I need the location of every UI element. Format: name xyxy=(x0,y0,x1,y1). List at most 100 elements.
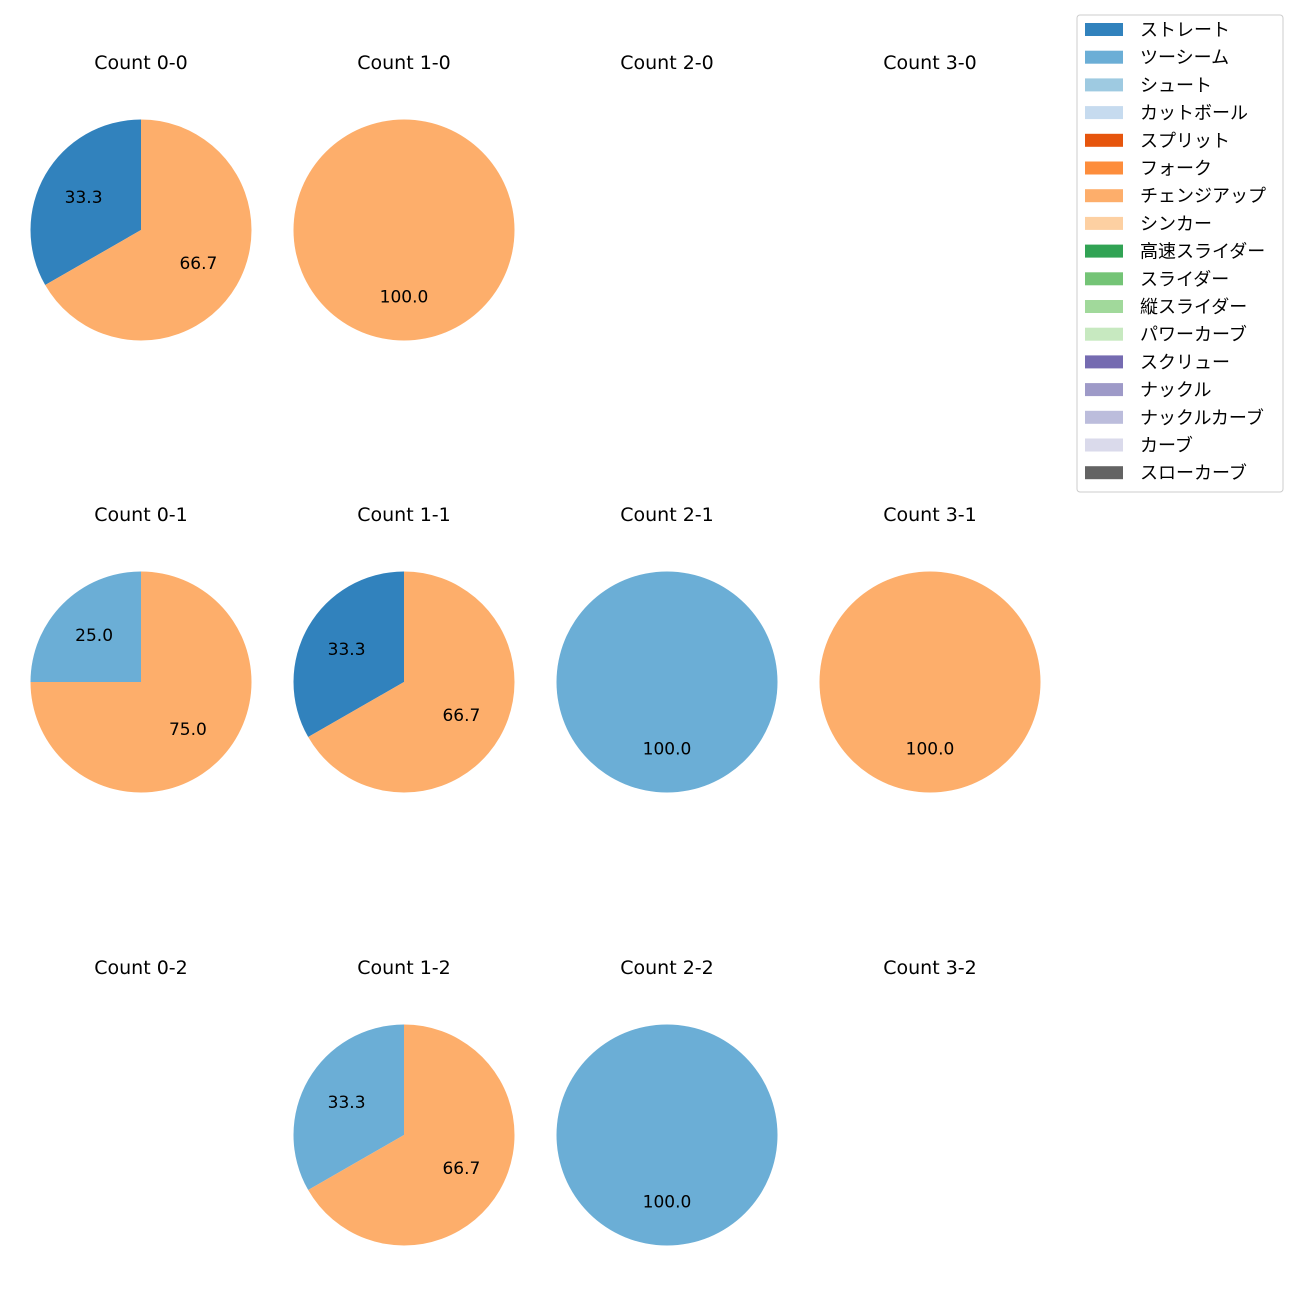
panel-title: Count 2-2 xyxy=(620,957,714,979)
panel-title: Count 0-1 xyxy=(94,504,188,526)
pie-slice xyxy=(30,571,252,793)
legend-label: スプリット xyxy=(1140,131,1230,152)
panel-title: Count 2-0 xyxy=(620,52,714,74)
legend-label: 縦スライダー xyxy=(1140,297,1247,318)
legend-swatch xyxy=(1085,466,1123,480)
legend-swatch xyxy=(1085,23,1123,36)
legend-label: 高速スライダー xyxy=(1140,242,1265,263)
legend-label: ナックルカーブ xyxy=(1140,407,1264,429)
pie-panel: Count 1-1 33.3 66.7 xyxy=(293,504,515,793)
legend-item: パワーカーブ xyxy=(1085,324,1247,346)
pie-slice xyxy=(30,119,141,286)
legend-item: フォーク xyxy=(1085,159,1212,180)
slice-label: 66.7 xyxy=(442,706,480,726)
legend-swatch xyxy=(1085,410,1123,424)
legend-item: ツーシーム xyxy=(1085,48,1229,69)
legend-label: カーブ xyxy=(1140,435,1193,457)
legend-swatch xyxy=(1085,383,1123,397)
legend-label: シンカー xyxy=(1140,214,1212,235)
legend-label: スクリュー xyxy=(1140,352,1230,373)
pie-slice xyxy=(293,119,515,341)
legend-swatch xyxy=(1085,300,1123,313)
panel-title: Count 3-1 xyxy=(883,504,977,526)
panel-title: Count 3-2 xyxy=(883,957,977,979)
legend-frame xyxy=(1076,14,1284,493)
panel-title: Count 1-0 xyxy=(357,52,451,74)
legend-label: カットボール xyxy=(1140,103,1248,124)
panel-title: Count 1-2 xyxy=(357,957,451,979)
legend-swatch xyxy=(1085,327,1123,341)
panel-title: Count 2-1 xyxy=(620,504,714,526)
pie-panel: Count 2-2 100.0 xyxy=(556,957,778,1246)
legend-item: ナックル xyxy=(1085,380,1211,401)
legend-item: スクリュー xyxy=(1085,352,1230,373)
legend-swatch xyxy=(1085,78,1123,92)
pie-panel: Count 3-1 100.0 xyxy=(819,504,1041,793)
legend-item: シュート xyxy=(1085,75,1212,96)
legend-item: 縦スライダー xyxy=(1085,297,1247,318)
pie-slice xyxy=(556,1024,778,1246)
legend-label: ツーシーム xyxy=(1140,48,1229,69)
pie-slice xyxy=(293,1024,404,1191)
pie-slice xyxy=(45,119,252,341)
pie-slice xyxy=(30,571,141,682)
legend-swatch xyxy=(1085,106,1123,120)
pie-slice xyxy=(819,571,1041,793)
legend-item: スローカーブ xyxy=(1085,462,1247,484)
legend-label: ナックル xyxy=(1140,380,1211,401)
pie-panel: Count 3-0 xyxy=(883,52,977,74)
slice-label: 33.3 xyxy=(328,640,366,660)
legend-item: ナックルカーブ xyxy=(1085,407,1264,429)
legend-swatch xyxy=(1085,50,1123,64)
legend-item: スライダー xyxy=(1085,269,1229,290)
legend-label: シュート xyxy=(1140,75,1212,96)
legend-item: シンカー xyxy=(1085,214,1212,235)
legend-label: チェンジアップ xyxy=(1140,186,1266,207)
pie-panel: Count 2-1 100.0 xyxy=(556,504,778,793)
pie-panel: Count 1-0 100.0 xyxy=(293,52,515,341)
pie-panel: Count 0-0 33.3 66.7 xyxy=(30,52,252,341)
slice-label: 33.3 xyxy=(328,1093,366,1113)
panel-title: Count 1-1 xyxy=(357,504,451,526)
legend-label: パワーカーブ xyxy=(1140,324,1247,346)
pie-panel: Count 1-2 33.3 66.7 xyxy=(293,957,515,1246)
pie-panels: Count 0-0 33.3 66.7 Count 1-0 100.0 Count 2-0… xyxy=(30,52,1041,1246)
legend-swatch xyxy=(1085,355,1123,369)
legend-swatch xyxy=(1085,161,1123,175)
pie-panel: Count 2-0 xyxy=(620,52,714,74)
slice-label: 75.0 xyxy=(169,720,207,740)
slice-label: 66.7 xyxy=(442,1159,480,1179)
legend-label: スローカーブ xyxy=(1140,462,1247,484)
legend-item: カットボール xyxy=(1085,103,1248,124)
legend-item: チェンジアップ xyxy=(1085,186,1266,207)
legend-item: 高速スライダー xyxy=(1085,242,1265,263)
legend-swatch xyxy=(1085,216,1123,230)
legend-item: スプリット xyxy=(1085,131,1230,152)
legend-swatch xyxy=(1085,244,1123,258)
legend-item: カーブ xyxy=(1085,435,1193,457)
legend-swatch xyxy=(1085,438,1123,452)
pie-panel: Count 3-2 xyxy=(883,957,977,979)
slice-label: 100.0 xyxy=(380,287,429,307)
pie-slice xyxy=(308,571,515,793)
pie-slice xyxy=(556,571,778,793)
legend-swatch xyxy=(1085,133,1123,147)
legend-label: ストレート xyxy=(1140,20,1230,41)
legend-label: フォーク xyxy=(1140,159,1212,180)
panel-title: Count 0-0 xyxy=(94,52,188,74)
pie-slice xyxy=(308,1024,515,1246)
pie-panel: Count 0-1 25.0 75.0 xyxy=(30,504,252,793)
pie-panel: Count 0-2 xyxy=(94,957,188,979)
legend-swatch xyxy=(1085,272,1123,286)
legend-label: スライダー xyxy=(1140,269,1229,290)
pie-slice xyxy=(293,571,404,738)
slice-label: 100.0 xyxy=(643,1192,692,1212)
legend: ストレートツーシームシュートカットボールスプリットフォークチェンジアップシンカー… xyxy=(1076,14,1284,493)
slice-label: 100.0 xyxy=(906,739,955,759)
slice-label: 100.0 xyxy=(643,739,692,759)
panel-title: Count 0-2 xyxy=(94,957,188,979)
slice-label: 33.3 xyxy=(65,188,103,208)
slice-label: 25.0 xyxy=(75,626,113,646)
slice-label: 66.7 xyxy=(179,254,217,274)
